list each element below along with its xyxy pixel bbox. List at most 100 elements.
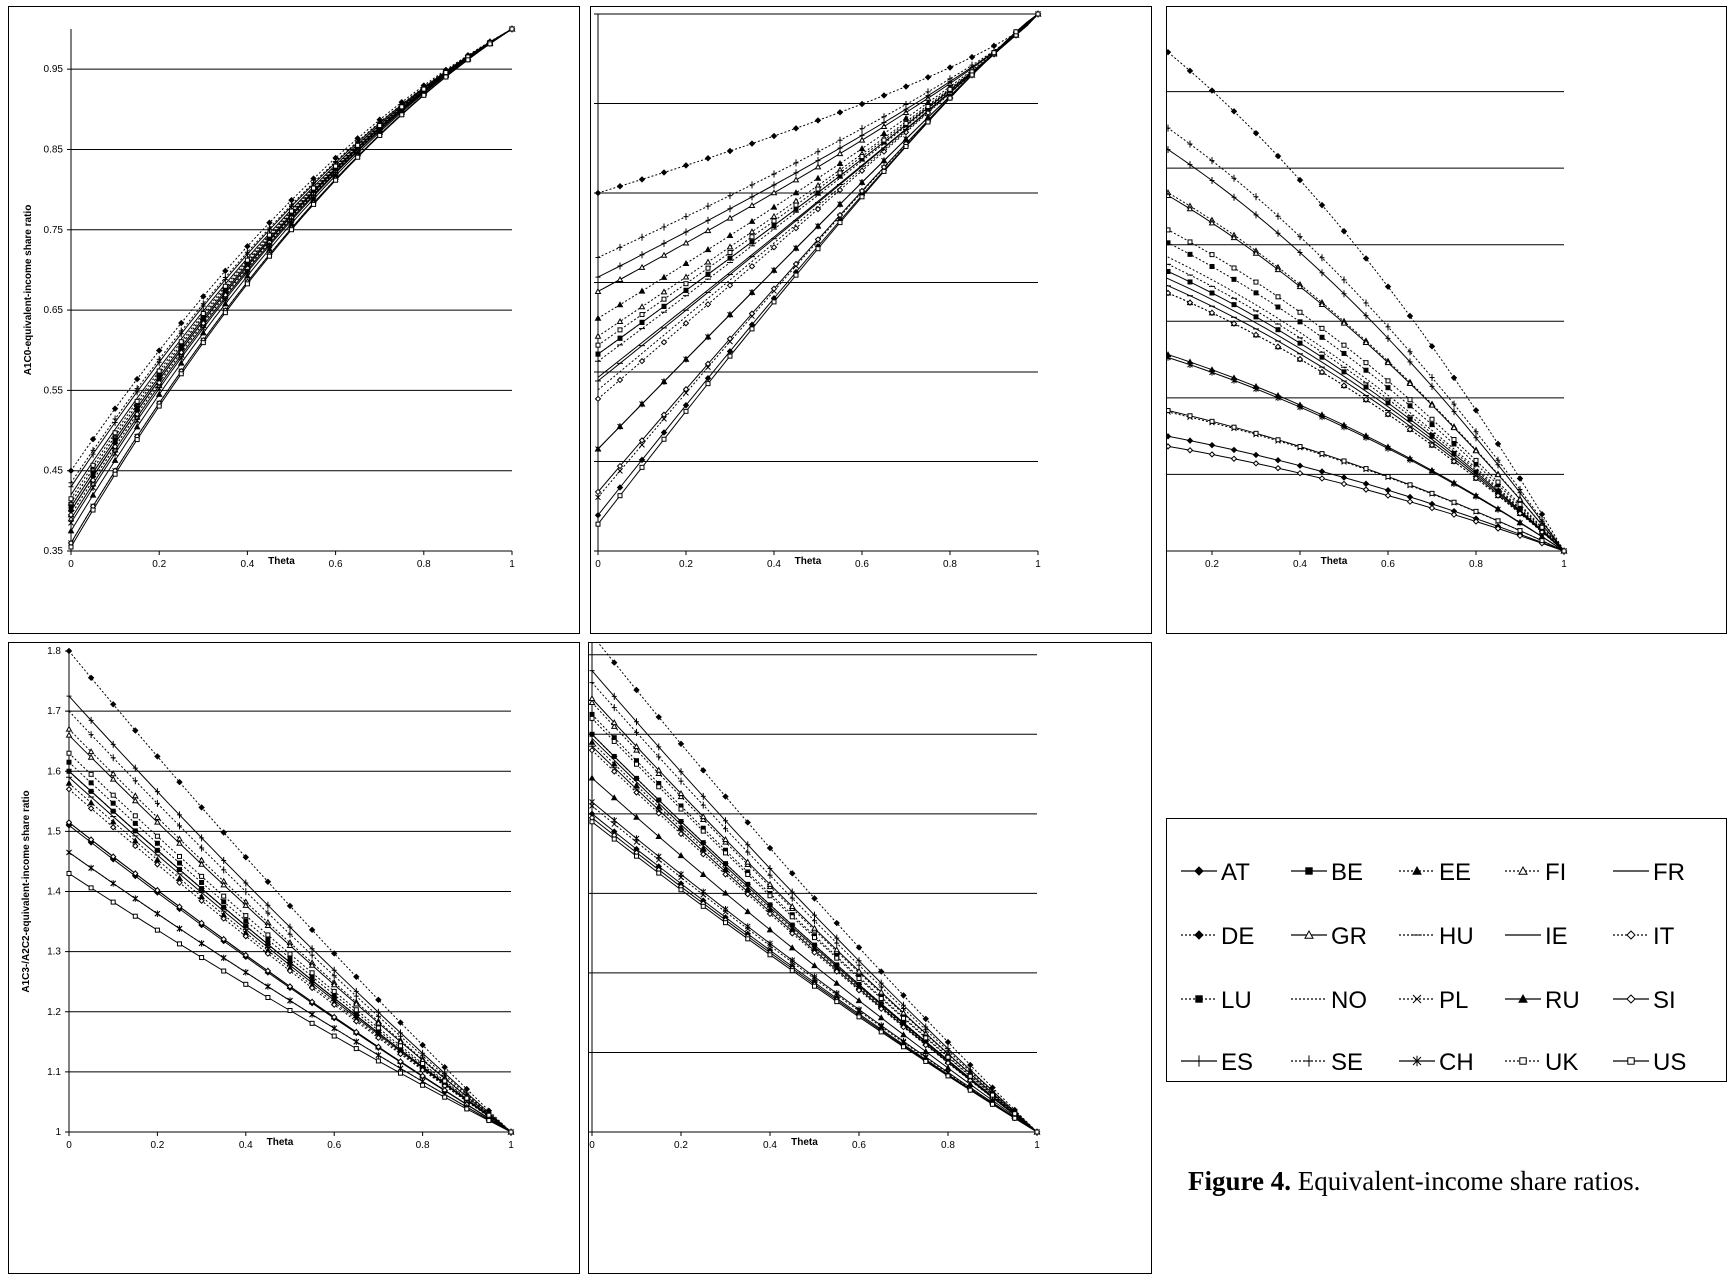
data-point [66, 692, 72, 700]
data-point [110, 800, 116, 806]
series-gr [65, 731, 515, 1135]
data-point [1385, 385, 1391, 391]
data-point [199, 873, 205, 879]
series-line [70, 28, 513, 524]
data-point [132, 764, 138, 772]
x-tick-label: 1 [1561, 559, 1567, 570]
data-point [700, 903, 706, 909]
data-point [131, 792, 139, 799]
data-point [616, 275, 624, 282]
legend-marker [1519, 1057, 1527, 1065]
data-point [878, 1022, 885, 1029]
chart-svg-a1c2: 11.051.11.151.21.251.31.3500.20.40.60.81… [1167, 48, 1568, 570]
data-point [770, 285, 778, 292]
data-point [287, 1007, 293, 1013]
data-point [176, 879, 183, 886]
data-point [375, 996, 382, 1004]
data-point [1253, 314, 1259, 320]
data-point [89, 491, 97, 498]
data-point [65, 819, 73, 826]
data-point [154, 799, 160, 807]
data-point [87, 799, 95, 806]
data-point [68, 496, 74, 502]
data-point [1407, 348, 1413, 356]
data-point [308, 998, 316, 1006]
data-point [880, 92, 888, 99]
data-point [109, 853, 117, 860]
data-point [726, 335, 734, 342]
data-point [947, 86, 953, 92]
series-line [1167, 50, 1565, 552]
chart-svg-a1c1: 0.70.750.80.850.90.95100.20.40.60.81Thet… [594, 10, 1042, 570]
legend-marker [1195, 1055, 1203, 1067]
data-point [793, 202, 799, 208]
data-point [200, 310, 206, 316]
data-point [639, 312, 645, 318]
legend-label: FI [1545, 859, 1566, 886]
data-point [154, 753, 161, 760]
series-line [591, 737, 1038, 1133]
data-point [947, 75, 953, 83]
data-point [1407, 416, 1413, 422]
data-point [198, 804, 205, 811]
data-point [881, 113, 887, 121]
data-point [945, 1047, 951, 1055]
data-point [595, 351, 601, 357]
data-point [792, 189, 800, 196]
data-point [589, 715, 595, 721]
data-point [1275, 294, 1281, 300]
data-point [311, 179, 317, 187]
data-point [1429, 433, 1435, 439]
data-point [355, 154, 361, 160]
data-point [655, 803, 663, 810]
data-point [1516, 510, 1524, 517]
data-point [1362, 480, 1370, 487]
data-point [767, 871, 773, 879]
data-point [1450, 458, 1458, 465]
data-point [200, 300, 206, 308]
data-point [112, 430, 118, 436]
data-point [594, 332, 602, 339]
series-line [70, 28, 513, 532]
data-point [744, 908, 752, 915]
data-point [1406, 312, 1414, 320]
data-point [1341, 458, 1347, 464]
data-point [1253, 279, 1259, 285]
data-point [1167, 289, 1172, 297]
data-point [154, 833, 160, 839]
data-point [749, 239, 755, 245]
data-point [177, 941, 182, 947]
data-point [1341, 350, 1347, 356]
data-point [377, 132, 383, 138]
series-line [1167, 277, 1565, 552]
data-point [837, 170, 843, 176]
data-point [814, 117, 822, 124]
data-point [789, 894, 795, 902]
data-point [1231, 424, 1237, 430]
data-point [1208, 451, 1216, 458]
data-point [331, 1024, 338, 1032]
data-point [700, 801, 706, 809]
data-point [442, 1094, 448, 1100]
data-point [727, 192, 733, 200]
legend-marker [1304, 929, 1314, 939]
data-point [990, 1092, 995, 1098]
data-point [1187, 413, 1193, 419]
legend-marker [1518, 993, 1528, 1003]
data-point [244, 272, 251, 279]
data-point [156, 385, 163, 392]
x-axis-title: Theta [791, 1137, 818, 1148]
legend-item-ie: IE [1505, 923, 1568, 950]
data-point [1539, 524, 1545, 530]
data-point [1494, 471, 1502, 478]
data-point [726, 232, 734, 239]
data-point [1167, 443, 1172, 450]
data-point [833, 990, 840, 997]
data-point [1495, 506, 1501, 513]
data-point [923, 1035, 929, 1041]
data-point [682, 239, 690, 246]
data-point [199, 879, 205, 885]
data-point [611, 817, 618, 824]
data-point [1429, 422, 1435, 428]
data-point [1252, 451, 1260, 459]
